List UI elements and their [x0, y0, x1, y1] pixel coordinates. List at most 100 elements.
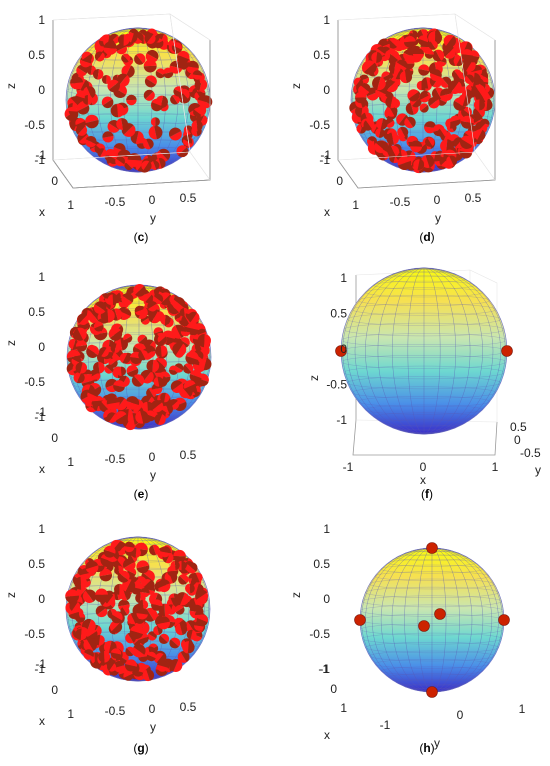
marker-half-dark: [102, 99, 114, 109]
marker-half-dark: [70, 76, 84, 84]
data-point: [110, 103, 125, 118]
data-point: [157, 334, 167, 345]
data-point: [123, 333, 133, 343]
data-point: [98, 347, 109, 357]
data-point: [417, 35, 429, 46]
marker-half-light: [450, 81, 462, 94]
x-tick-label: -1: [35, 405, 46, 419]
y-axis-label: y: [150, 468, 156, 482]
marker-half-dark: [186, 629, 193, 640]
marker-half-dark: [466, 74, 475, 83]
marker-half-light: [190, 312, 200, 324]
z-tick-label: -1: [319, 153, 330, 167]
data-point: [384, 79, 398, 93]
y-tick-label: 0: [149, 702, 156, 716]
marker-half-light: [454, 69, 462, 79]
marker-half-dark: [85, 560, 99, 570]
marker-half-light: [173, 659, 183, 673]
marker-half-dark: [125, 579, 136, 593]
marker-half-dark: [75, 628, 82, 641]
marker-half-dark: [146, 138, 154, 149]
z-tick-label: 1: [38, 270, 45, 284]
latitude-line: [391, 271, 457, 278]
data-point: [131, 374, 145, 387]
data-point: [127, 612, 139, 625]
marker-half-light: [175, 623, 183, 636]
marker-half-dark: [403, 41, 416, 48]
data-point: [197, 333, 211, 348]
y-tick-label: 0.5: [180, 448, 197, 462]
marker-half-dark: [472, 85, 483, 98]
marker-half-light: [136, 613, 148, 620]
data-point: [99, 568, 112, 582]
marker-half-dark: [203, 358, 212, 371]
data-point: [183, 136, 193, 147]
marker-half-light: [174, 604, 184, 613]
data-point: [68, 106, 78, 116]
data-point: [115, 156, 125, 167]
marker-half-dark: [85, 589, 97, 602]
data-point: [148, 310, 161, 324]
marker-half-light: [142, 578, 151, 588]
data-point: [386, 132, 399, 145]
data-point: [197, 96, 207, 106]
marker-half-light: [127, 613, 136, 625]
meridian-line: [352, 27, 494, 173]
data-point: [192, 572, 203, 583]
data-point: [111, 611, 123, 624]
marker-half-dark: [94, 324, 104, 332]
latitude-line: [412, 432, 436, 435]
marker-half-light: [150, 160, 157, 170]
marker-half-dark: [99, 401, 110, 413]
marker-half-dark: [157, 376, 164, 387]
marker-half-light: [163, 392, 170, 403]
marker-half-light: [141, 664, 150, 673]
axes-box: [337, 13, 496, 189]
marker-half-light: [145, 91, 155, 101]
marker-half-light: [133, 284, 145, 295]
marker-half-dark: [143, 65, 157, 73]
latitude-line: [382, 419, 466, 427]
data-point: [155, 344, 168, 357]
marker-half-dark: [74, 617, 86, 623]
data-point: [124, 659, 138, 672]
marker-half-light: [127, 413, 135, 425]
marker-half-light: [135, 309, 144, 316]
data-point: [143, 89, 155, 101]
marker-half-dark: [193, 109, 202, 117]
latitude-line: [128, 536, 148, 539]
marker-half-light: [99, 568, 112, 577]
marker-half-dark: [105, 364, 114, 373]
x-tick-label: 1: [67, 455, 74, 469]
marker-half-light: [125, 633, 134, 644]
caption-letter: c: [138, 230, 145, 244]
marker-half-light: [116, 398, 128, 411]
data-point: [428, 96, 440, 109]
marker-half-dark: [185, 125, 193, 134]
data-point: [135, 410, 149, 424]
marker-half-dark: [74, 576, 82, 590]
marker-half-dark: [378, 40, 390, 48]
marker-half-light: [153, 625, 160, 636]
latitude-line: [86, 44, 190, 54]
marker-half-light: [101, 347, 109, 357]
caption-paren: ): [145, 741, 149, 755]
data-point: [104, 364, 114, 374]
z-tick-label: 1: [38, 13, 45, 27]
marker-half-dark: [461, 54, 473, 61]
marker-half-dark: [197, 328, 207, 335]
marker-half-dark: [140, 410, 149, 424]
caption-letter: g: [137, 741, 144, 755]
data-point: [83, 638, 97, 652]
marker-half-light: [102, 135, 114, 143]
latitude-line: [373, 280, 475, 290]
marker-half-light: [172, 382, 184, 394]
y-tick-label: 0.5: [180, 700, 197, 714]
marker-half-light: [104, 545, 116, 554]
marker-half-light: [427, 137, 435, 147]
y-tick-label: 0.5: [465, 191, 482, 205]
marker-half-dark: [143, 89, 154, 100]
marker-half-light: [107, 294, 113, 305]
